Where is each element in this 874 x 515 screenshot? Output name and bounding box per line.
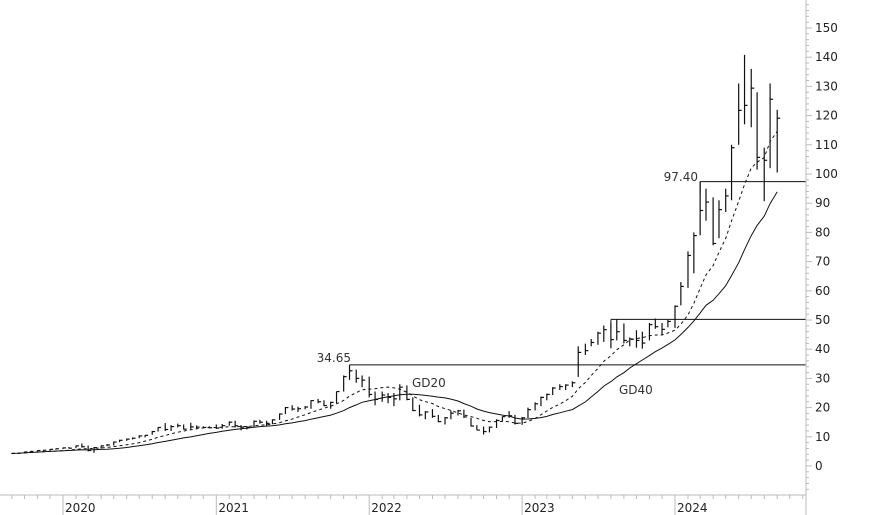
y-tick-label: 90 [815,196,830,210]
x-tick-label: 2021 [218,501,249,515]
y-tick-label: 50 [815,313,830,327]
ma-line-gd40 [11,191,778,454]
y-tick-label: 110 [815,138,838,152]
level-label-34-65: 34.65 [317,351,351,365]
x-tick-label: 2022 [371,501,402,515]
y-tick-label: 60 [815,284,830,298]
x-tick-label: 2023 [524,501,555,515]
ma-label-gd40: GD40 [619,383,653,397]
y-tick-label: 70 [815,255,830,269]
ohlc-bars [11,54,781,455]
y-tick-label: 0 [815,459,823,473]
y-tick-label: 80 [815,225,830,239]
y-tick-label: 100 [815,167,838,181]
y-tick-label: 130 [815,79,838,93]
y-tick-label: 140 [815,50,838,64]
moving-averages [11,131,778,454]
level-label-97-40: 97.40 [664,170,698,184]
ma-label-gd20: GD20 [412,376,446,390]
y-tick-label: 20 [815,401,830,415]
ma-line-gd20 [11,131,778,454]
x-axis: 2020 2021 2022 2023 2024 [11,495,804,515]
level-lines [349,181,806,377]
y-axis: 0 10 20 30 40 50 60 70 80 90 100 110 120 130 140 150 [806,4,838,490]
y-tick-label: 120 [815,109,838,123]
y-tick-label: 10 [815,430,830,444]
x-tick-label: 2020 [65,501,96,515]
y-tick-label: 40 [815,342,830,356]
y-tick-label: 150 [815,21,838,35]
x-tick-label: 2024 [677,501,708,515]
y-tick-label: 30 [815,371,830,385]
